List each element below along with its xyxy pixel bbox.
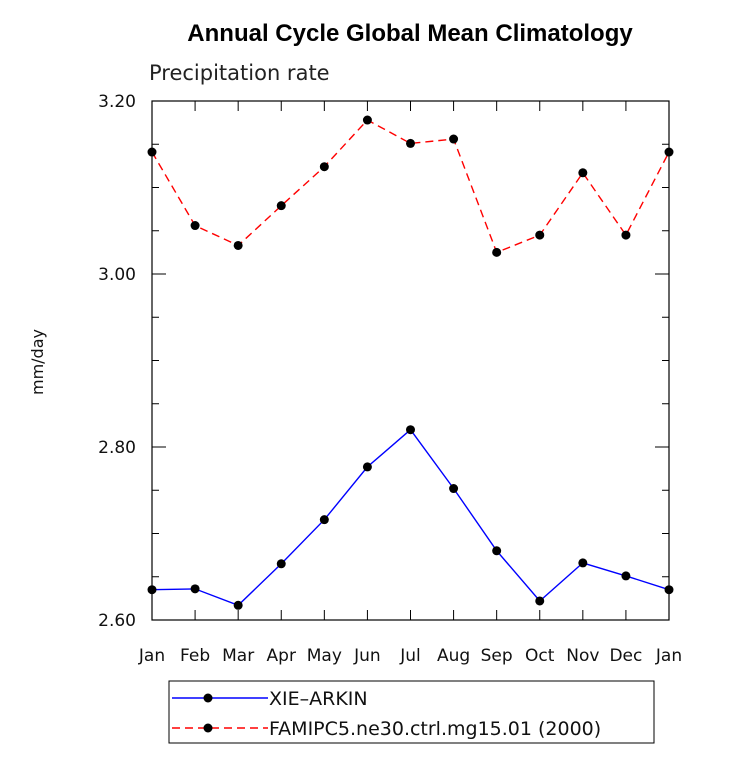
legend-label: XIE–ARKIN xyxy=(269,688,368,710)
data-point xyxy=(449,484,459,494)
data-point xyxy=(319,515,329,525)
x-tick-label: Oct xyxy=(525,646,555,666)
data-point xyxy=(578,168,588,178)
data-point xyxy=(362,462,372,472)
x-tick-label: Mar xyxy=(222,646,254,666)
y-tick-label: 2.80 xyxy=(98,438,136,458)
x-tick-label: Jan xyxy=(655,646,682,666)
data-point xyxy=(535,596,545,606)
data-point xyxy=(233,240,243,250)
plot-frame xyxy=(151,100,670,621)
data-point xyxy=(190,584,200,594)
data-point xyxy=(319,162,329,172)
data-point xyxy=(362,115,372,125)
data-point xyxy=(233,600,243,610)
data-point xyxy=(190,221,200,231)
chart-subtitle: Precipitation rate xyxy=(149,61,330,85)
x-tick-label: Dec xyxy=(609,646,642,666)
data-point xyxy=(492,247,502,257)
series-layer xyxy=(147,115,674,610)
data-point xyxy=(406,425,415,435)
x-tick-label: Sep xyxy=(481,646,513,666)
data-point xyxy=(147,585,157,595)
y-axis-label: mm/day xyxy=(28,329,47,395)
data-point xyxy=(535,230,545,240)
data-point xyxy=(492,546,502,556)
y-tick-labels: 2.60 2.80 3.00 3.20 xyxy=(98,92,136,631)
axis-ticks xyxy=(151,100,670,621)
data-point xyxy=(664,585,674,595)
x-tick-label: Apr xyxy=(267,646,296,666)
data-point xyxy=(621,230,631,240)
data-point xyxy=(449,134,459,144)
data-point xyxy=(664,147,674,157)
x-tick-label: Aug xyxy=(437,646,470,666)
data-point xyxy=(276,201,286,211)
data-point xyxy=(621,571,631,581)
legend-marker xyxy=(203,723,213,733)
x-tick-label: Feb xyxy=(180,646,210,666)
x-tick-label: Nov xyxy=(566,646,599,666)
x-tick-label: Jul xyxy=(399,646,421,666)
data-point xyxy=(276,559,286,569)
x-tick-label: May xyxy=(307,646,342,666)
data-point xyxy=(147,147,157,157)
legend: XIE–ARKIN FAMIPC5.ne30.ctrl.mg15.01 (2000… xyxy=(168,680,655,744)
y-tick-label: 3.00 xyxy=(98,265,136,285)
x-tick-label: Jan xyxy=(138,646,165,666)
legend-label: FAMIPC5.ne30.ctrl.mg15.01 (2000) xyxy=(269,718,601,740)
y-tick-label: 3.20 xyxy=(98,92,136,112)
legend-marker xyxy=(203,693,213,703)
y-tick-label: 2.60 xyxy=(98,611,136,631)
series-line xyxy=(151,428,670,607)
chart-title: Annual Cycle Global Mean Climatology xyxy=(187,20,633,47)
x-tick-labels: Jan Feb Mar Apr May Jun Jul Aug Sep Oct Nov Dec Jan xyxy=(138,646,682,666)
legend-box xyxy=(168,680,655,744)
x-tick-label: Jun xyxy=(353,646,381,666)
data-point xyxy=(578,558,588,568)
data-point xyxy=(406,138,415,148)
